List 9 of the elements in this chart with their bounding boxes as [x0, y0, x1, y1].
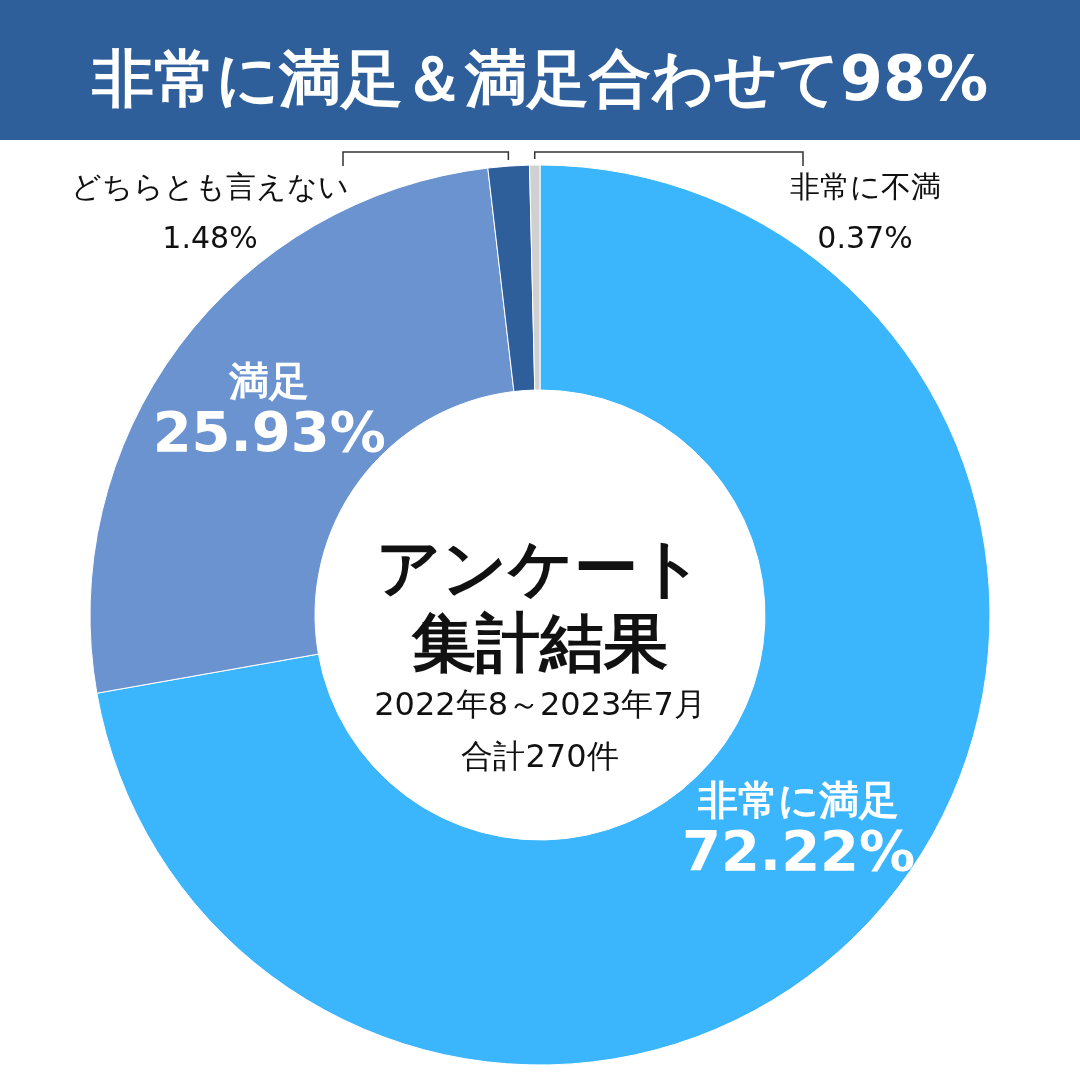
data-label: 0.37%	[817, 220, 913, 255]
text: 合計270件	[461, 737, 619, 775]
slice-label: どちらとも言えない	[71, 169, 349, 204]
text: 2022年8～2023年7月	[374, 685, 706, 723]
text: アンケート集計結果	[376, 531, 704, 680]
chart-title: 非常に満足＆満足合わせて98%	[90, 42, 989, 115]
data-label: 1.48%	[162, 220, 258, 255]
slice-label: 非常に不満	[789, 169, 941, 204]
slice-label: 満足	[228, 358, 310, 405]
